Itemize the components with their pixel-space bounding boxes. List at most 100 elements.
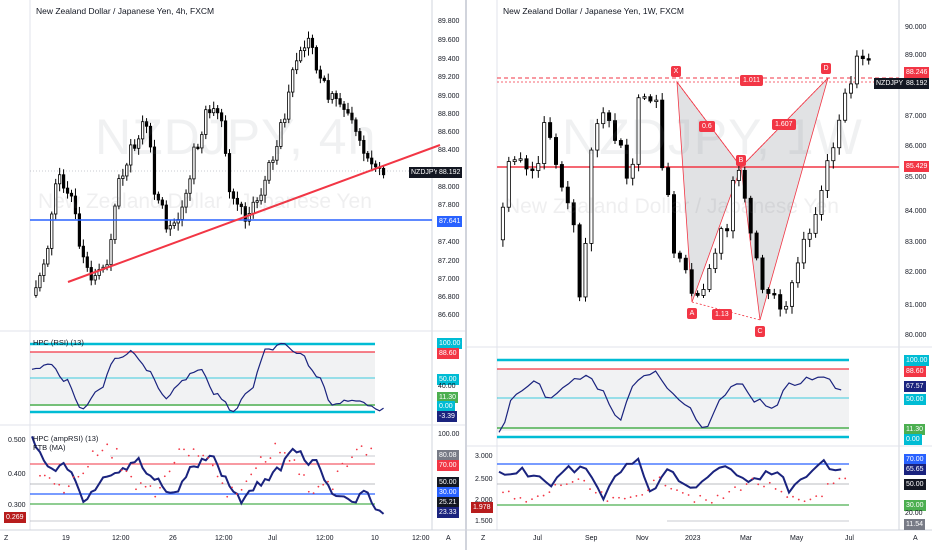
r-amprsi-dot xyxy=(786,496,789,498)
amp-left-axis-1: 0.400 xyxy=(8,471,26,478)
left-candle xyxy=(362,139,366,154)
left-candle xyxy=(381,167,386,176)
panel-divider[interactable] xyxy=(465,0,467,550)
left-candle xyxy=(318,69,322,79)
left-time-5: 12:00 xyxy=(316,535,334,542)
left-candle xyxy=(354,119,358,132)
r-amprsi-dot xyxy=(600,491,603,493)
right-time-6: Jul xyxy=(845,535,854,542)
right-candle xyxy=(778,294,783,310)
amprsi-dot xyxy=(288,459,291,462)
left-price-tick: 88.600 xyxy=(438,129,460,136)
right-candle xyxy=(742,169,747,199)
r-amprsi-dot xyxy=(589,488,591,490)
amprsi-dot xyxy=(130,475,133,478)
left-zoom-button[interactable]: Z xyxy=(4,535,9,542)
left-candle xyxy=(34,287,38,296)
amprsi-dot xyxy=(139,482,142,484)
right-candle xyxy=(789,282,794,307)
r-amprsi-dot xyxy=(687,494,690,496)
right-chart-panel[interactable]: NZDJPY, 1W New Zealand Dollar / Japanese… xyxy=(467,0,932,550)
amprsi-dot xyxy=(135,488,137,491)
amprsi-dot xyxy=(187,454,190,457)
pattern-ratio-ac: 1.13 xyxy=(712,309,732,320)
left-price-tick: 89.200 xyxy=(438,74,460,81)
left-chart-title: New Zealand Dollar / Japanese Yen, 4h, F… xyxy=(36,6,215,16)
pattern-point-x[interactable]: X xyxy=(671,66,681,77)
amprsi-dot xyxy=(293,459,296,461)
left-amprsi-title[interactable]: HPC (ampRSI) (13) xyxy=(33,434,99,443)
right-candle xyxy=(671,194,676,254)
left-ticker-price: 88.192 xyxy=(437,167,463,178)
right-candle xyxy=(612,120,617,141)
right-candle xyxy=(677,252,682,259)
left-candle xyxy=(54,183,58,215)
amp-label-25: 25.21 xyxy=(437,497,459,508)
amprsi-dot xyxy=(39,474,41,477)
right-candle xyxy=(548,122,553,138)
right-candle xyxy=(766,289,771,294)
left-price-tick: 87.000 xyxy=(438,276,460,283)
amprsi-dot xyxy=(82,472,85,475)
left-candle xyxy=(113,205,117,240)
left-time-7: 12:00 xyxy=(412,535,430,542)
right-chart-canvas[interactable] xyxy=(467,0,932,550)
right-candle xyxy=(760,257,765,290)
r-amprsi-dot xyxy=(734,486,736,489)
left-price-tick: 87.200 xyxy=(438,258,460,265)
left-time-1: 12:00 xyxy=(112,535,130,542)
r-amprsi-dot xyxy=(548,491,551,494)
left-candle xyxy=(164,204,168,230)
r-amprsi-line xyxy=(498,456,842,502)
r-amprsi-dot xyxy=(507,490,510,493)
right-auto-scale-button[interactable]: A xyxy=(913,535,918,542)
left-time-0: 19 xyxy=(62,535,70,542)
amprsi-dot xyxy=(327,480,329,483)
left-candle xyxy=(314,47,319,71)
right-time-1: Sep xyxy=(585,535,598,542)
left-candle xyxy=(93,275,97,281)
amprsi-dot xyxy=(197,455,200,457)
r-rsi-label-0: 0.00 xyxy=(904,434,922,445)
amprsi-dot xyxy=(163,475,166,478)
left-candle xyxy=(243,206,247,222)
amprsi-dot xyxy=(255,467,257,470)
pattern-point-c[interactable]: C xyxy=(755,326,765,337)
right-zoom-button[interactable]: Z xyxy=(481,535,486,542)
r-amprsi-dot xyxy=(768,481,771,484)
left-price-tick: 88.000 xyxy=(438,184,460,191)
amprsi-dot xyxy=(336,470,339,473)
rsi-band xyxy=(30,352,375,406)
amprsi-dot xyxy=(63,491,65,494)
right-candle xyxy=(506,161,511,208)
left-chart-panel[interactable]: NZDJPY, 4h New Zealand Dollar / Japanese… xyxy=(0,0,465,550)
left-auto-scale-button[interactable]: A xyxy=(446,535,451,542)
amprsi-dot xyxy=(231,486,233,489)
right-candle xyxy=(624,144,629,179)
left-chart-canvas[interactable] xyxy=(0,0,465,550)
r-amprsi-dot xyxy=(577,478,580,480)
r-amprsi-dot xyxy=(571,481,574,483)
r-amprsi-dot xyxy=(583,479,586,482)
pattern-point-d[interactable]: D xyxy=(821,63,831,74)
r-amprsi-dot xyxy=(658,476,661,479)
amp-label-23: 23.33 xyxy=(437,507,459,518)
amprsi-dot xyxy=(341,462,344,465)
left-amprsi-title2[interactable]: FTB (MA) xyxy=(33,443,66,452)
right-price-tick: 85.000 xyxy=(905,174,927,181)
left-candle xyxy=(200,134,204,149)
left-rsi-title[interactable]: HPC (RSI) (13) xyxy=(33,338,84,347)
r-amprsi-dot xyxy=(705,499,707,501)
r-amprsi-dot xyxy=(763,485,765,488)
amprsi-dot xyxy=(106,443,109,446)
amp-label-50: 50.00 xyxy=(437,477,459,488)
amprsi-dot xyxy=(144,485,147,488)
amp-label-80: 80.08 xyxy=(437,450,459,461)
right-candle xyxy=(500,206,505,241)
pattern-point-a[interactable]: A xyxy=(687,308,697,319)
left-candle xyxy=(231,191,236,199)
left-candle xyxy=(298,50,303,62)
r-amprsi-dot xyxy=(780,490,783,493)
right-candle xyxy=(583,242,588,298)
pattern-point-b[interactable]: B xyxy=(736,155,746,166)
